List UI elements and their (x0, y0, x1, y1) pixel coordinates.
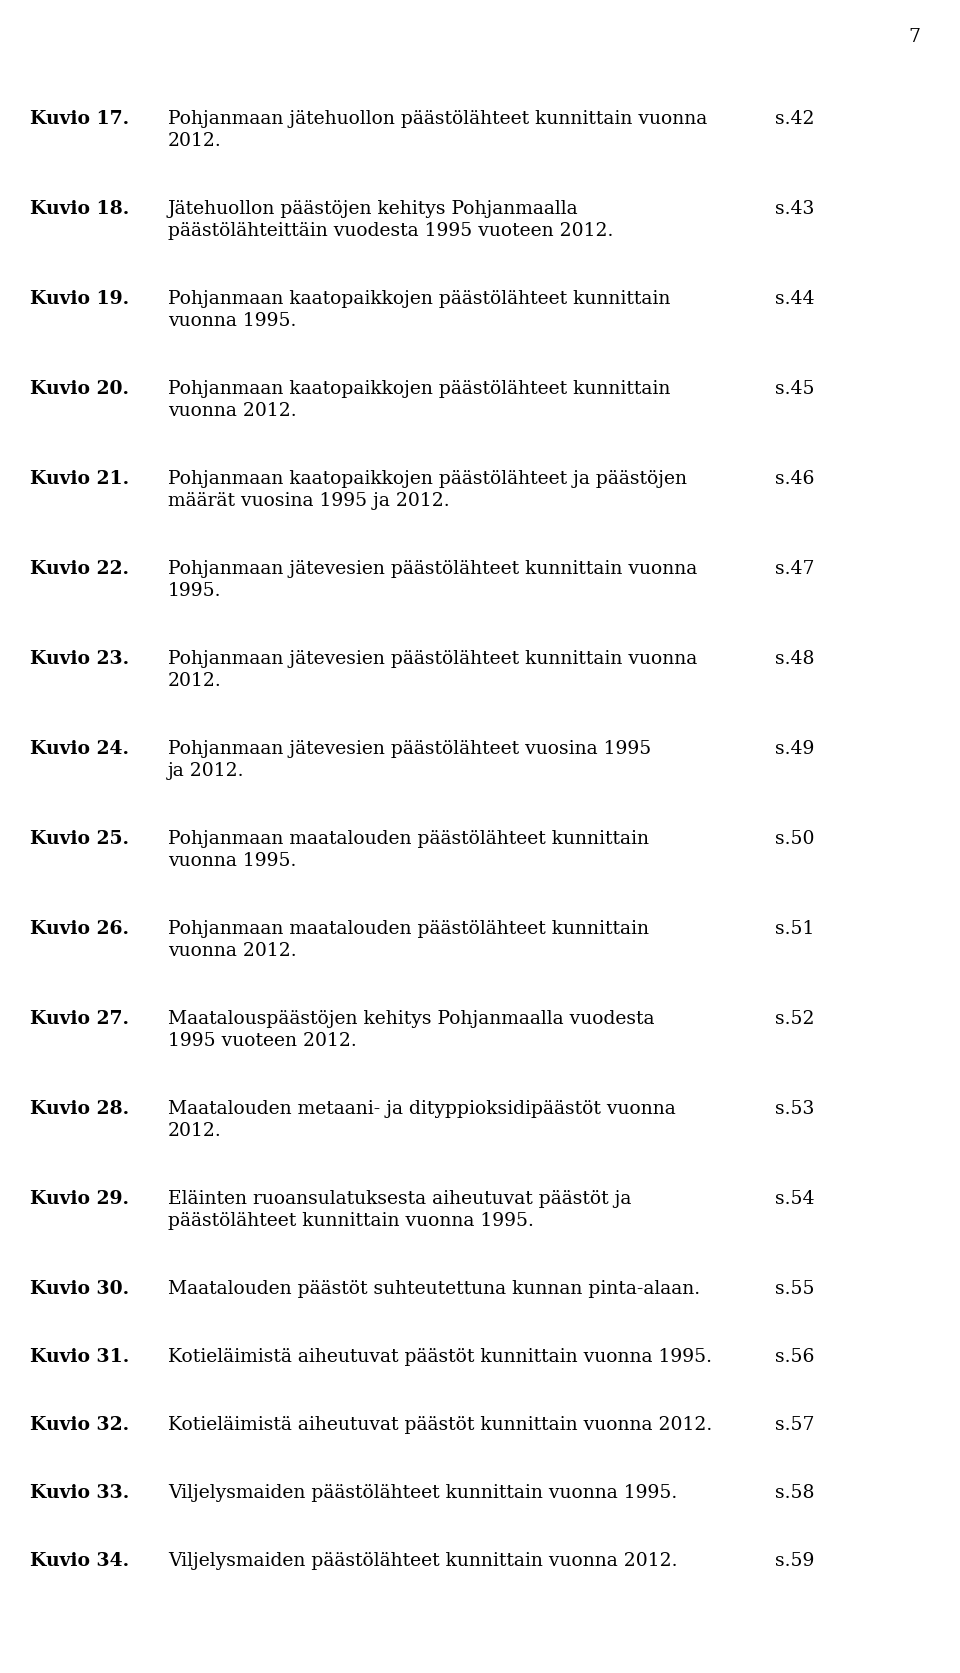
Text: 2012.: 2012. (168, 1121, 222, 1139)
Text: Kuvio 17.: Kuvio 17. (30, 110, 130, 127)
Text: s.42: s.42 (775, 110, 814, 127)
Text: Maatalouden päästöt suhteutettuna kunnan pinta-alaan.: Maatalouden päästöt suhteutettuna kunnan… (168, 1280, 700, 1297)
Text: s.50: s.50 (775, 830, 814, 848)
Text: Kuvio 20.: Kuvio 20. (30, 380, 129, 398)
Text: Kuvio 31.: Kuvio 31. (30, 1347, 130, 1365)
Text: Kuvio 25.: Kuvio 25. (30, 830, 129, 848)
Text: vuonna 1995.: vuonna 1995. (168, 852, 297, 870)
Text: Viljelysmaiden päästölähteet kunnittain vuonna 1995.: Viljelysmaiden päästölähteet kunnittain … (168, 1482, 677, 1501)
Text: 7: 7 (908, 28, 920, 45)
Text: Kotieläimistä aiheutuvat päästöt kunnittain vuonna 1995.: Kotieläimistä aiheutuvat päästöt kunnitt… (168, 1347, 712, 1365)
Text: s.59: s.59 (775, 1551, 814, 1569)
Text: 1995.: 1995. (168, 582, 222, 599)
Text: s.51: s.51 (775, 920, 814, 937)
Text: Pohjanmaan kaatopaikkojen päästölähteet kunnittain: Pohjanmaan kaatopaikkojen päästölähteet … (168, 289, 670, 308)
Text: Kuvio 22.: Kuvio 22. (30, 560, 129, 577)
Text: Pohjanmaan jätevesien päästölähteet kunnittain vuonna: Pohjanmaan jätevesien päästölähteet kunn… (168, 649, 697, 668)
Text: Eläinten ruoansulatuksesta aiheutuvat päästöt ja: Eläinten ruoansulatuksesta aiheutuvat pä… (168, 1190, 632, 1208)
Text: 2012.: 2012. (168, 671, 222, 689)
Text: Kuvio 19.: Kuvio 19. (30, 289, 130, 308)
Text: Kuvio 24.: Kuvio 24. (30, 739, 129, 758)
Text: Kuvio 33.: Kuvio 33. (30, 1482, 130, 1501)
Text: s.57: s.57 (775, 1415, 814, 1434)
Text: s.56: s.56 (775, 1347, 814, 1365)
Text: Kotieläimistä aiheutuvat päästöt kunnittain vuonna 2012.: Kotieläimistä aiheutuvat päästöt kunnitt… (168, 1415, 712, 1434)
Text: Pohjanmaan kaatopaikkojen päästölähteet ja päästöjen: Pohjanmaan kaatopaikkojen päästölähteet … (168, 470, 687, 489)
Text: s.47: s.47 (775, 560, 814, 577)
Text: Maatalouden metaani- ja dityppioksidipäästöt vuonna: Maatalouden metaani- ja dityppioksidipää… (168, 1099, 676, 1118)
Text: s.53: s.53 (775, 1099, 814, 1118)
Text: s.55: s.55 (775, 1280, 814, 1297)
Text: Kuvio 21.: Kuvio 21. (30, 470, 130, 489)
Text: s.58: s.58 (775, 1482, 814, 1501)
Text: Kuvio 27.: Kuvio 27. (30, 1009, 129, 1027)
Text: ja 2012.: ja 2012. (168, 761, 245, 780)
Text: Kuvio 30.: Kuvio 30. (30, 1280, 130, 1297)
Text: Pohjanmaan jätevesien päästölähteet vuosina 1995: Pohjanmaan jätevesien päästölähteet vuos… (168, 739, 651, 758)
Text: s.46: s.46 (775, 470, 814, 489)
Text: s.48: s.48 (775, 649, 814, 668)
Text: Kuvio 28.: Kuvio 28. (30, 1099, 130, 1118)
Text: Pohjanmaan jätevesien päästölähteet kunnittain vuonna: Pohjanmaan jätevesien päästölähteet kunn… (168, 560, 697, 577)
Text: Kuvio 32.: Kuvio 32. (30, 1415, 130, 1434)
Text: vuonna 1995.: vuonna 1995. (168, 311, 297, 330)
Text: Kuvio 29.: Kuvio 29. (30, 1190, 129, 1208)
Text: s.52: s.52 (775, 1009, 814, 1027)
Text: Pohjanmaan maatalouden päästölähteet kunnittain: Pohjanmaan maatalouden päästölähteet kun… (168, 830, 649, 848)
Text: Maatalouspäästöjen kehitys Pohjanmaalla vuodesta: Maatalouspäästöjen kehitys Pohjanmaalla … (168, 1009, 655, 1027)
Text: s.49: s.49 (775, 739, 814, 758)
Text: päästölähteet kunnittain vuonna 1995.: päästölähteet kunnittain vuonna 1995. (168, 1211, 534, 1230)
Text: päästölähteittäin vuodesta 1995 vuoteen 2012.: päästölähteittäin vuodesta 1995 vuoteen … (168, 223, 613, 239)
Text: s.44: s.44 (775, 289, 814, 308)
Text: vuonna 2012.: vuonna 2012. (168, 402, 297, 420)
Text: määrät vuosina 1995 ja 2012.: määrät vuosina 1995 ja 2012. (168, 492, 449, 510)
Text: Pohjanmaan jätehuollon päästölähteet kunnittain vuonna: Pohjanmaan jätehuollon päästölähteet kun… (168, 110, 708, 127)
Text: vuonna 2012.: vuonna 2012. (168, 942, 297, 959)
Text: s.45: s.45 (775, 380, 814, 398)
Text: Pohjanmaan kaatopaikkojen päästölähteet kunnittain: Pohjanmaan kaatopaikkojen päästölähteet … (168, 380, 670, 398)
Text: Kuvio 34.: Kuvio 34. (30, 1551, 130, 1569)
Text: Kuvio 23.: Kuvio 23. (30, 649, 130, 668)
Text: 2012.: 2012. (168, 132, 222, 151)
Text: s.43: s.43 (775, 199, 814, 217)
Text: s.54: s.54 (775, 1190, 814, 1208)
Text: Viljelysmaiden päästölähteet kunnittain vuonna 2012.: Viljelysmaiden päästölähteet kunnittain … (168, 1551, 678, 1569)
Text: Kuvio 26.: Kuvio 26. (30, 920, 129, 937)
Text: Kuvio 18.: Kuvio 18. (30, 199, 130, 217)
Text: 1995 vuoteen 2012.: 1995 vuoteen 2012. (168, 1031, 357, 1049)
Text: Pohjanmaan maatalouden päästölähteet kunnittain: Pohjanmaan maatalouden päästölähteet kun… (168, 920, 649, 937)
Text: Jätehuollon päästöjen kehitys Pohjanmaalla: Jätehuollon päästöjen kehitys Pohjanmaal… (168, 199, 579, 217)
